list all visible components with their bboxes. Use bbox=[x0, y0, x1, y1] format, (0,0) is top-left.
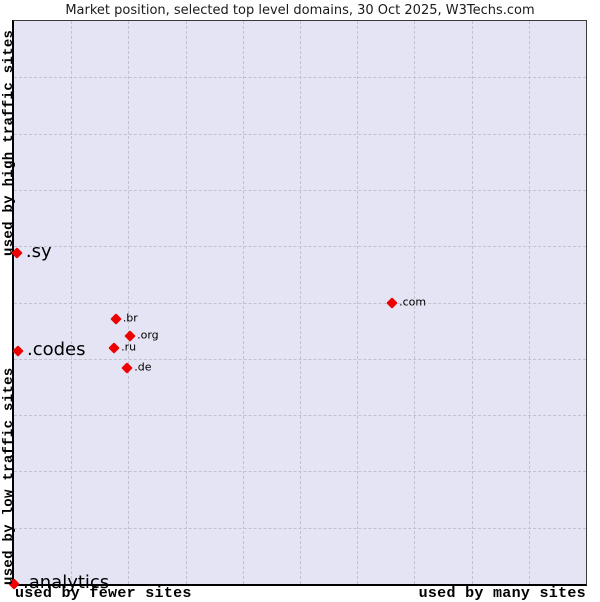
gridline-horizontal bbox=[14, 471, 586, 473]
data-point-br bbox=[110, 313, 122, 325]
gridline-horizontal bbox=[14, 189, 586, 191]
data-point-ru bbox=[108, 342, 120, 354]
data-point-label-ru: .ru bbox=[121, 340, 137, 354]
data-point-label-analytics: .analytics bbox=[23, 572, 110, 594]
data-point-codes bbox=[12, 345, 24, 357]
y-axis-label-high-traffic: used by high traffic sites bbox=[1, 29, 17, 256]
data-point-label-de: .de bbox=[134, 360, 152, 374]
data-point-label-org: .org bbox=[137, 328, 159, 342]
data-point-de bbox=[121, 362, 133, 374]
gridline-horizontal bbox=[14, 246, 586, 248]
plot-area: .sy .com .br .org .ru .codes .de .analytics bbox=[8, 20, 587, 593]
gridline-horizontal bbox=[14, 133, 586, 135]
data-point-label-sy: .sy bbox=[25, 241, 52, 263]
chart-title: Market position, selected top level doma… bbox=[65, 3, 535, 18]
gridline-horizontal bbox=[14, 302, 586, 304]
data-point-label-codes: .codes bbox=[27, 339, 86, 361]
gridline-horizontal bbox=[14, 415, 586, 417]
gridline-horizontal bbox=[14, 527, 586, 529]
data-point-com bbox=[386, 297, 398, 309]
x-axis-label-many-sites: used by many sites bbox=[418, 585, 586, 602]
x-axis-label-fewer-sites: used by fewer sites bbox=[15, 585, 192, 602]
y-axis-label-low-traffic: used by low traffic sites bbox=[1, 367, 17, 585]
grid-layer bbox=[14, 21, 586, 584]
data-point-label-br: .br bbox=[122, 311, 138, 325]
gridline-horizontal bbox=[14, 358, 586, 360]
data-point-label-com: .com bbox=[399, 295, 427, 309]
points-layer: .sy .com .br .org .ru .codes .de .analytics bbox=[8, 21, 586, 593]
gridline-horizontal bbox=[14, 77, 586, 79]
